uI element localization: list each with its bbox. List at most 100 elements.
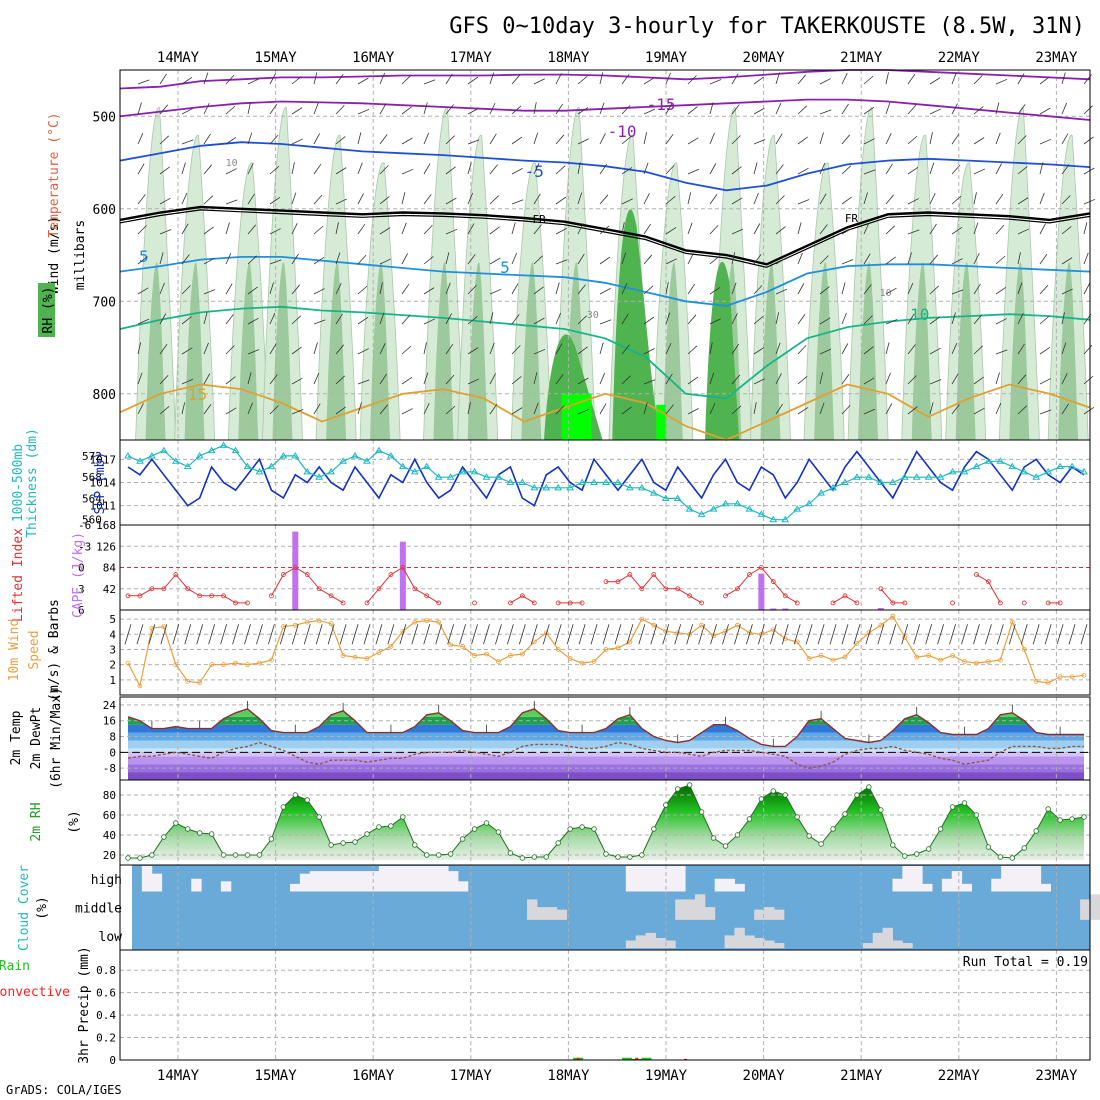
- surface-wind-barb: [327, 624, 335, 645]
- wind-barb: [291, 377, 303, 385]
- wind-barb: [665, 404, 674, 415]
- slp-tick-label: 1017: [90, 453, 117, 466]
- wind-barb: [467, 316, 478, 325]
- date-label-bottom: 21MAY: [840, 1068, 883, 1084]
- surface-wind-barb: [518, 624, 526, 645]
- temperature-band: [120, 697, 1090, 709]
- surface-wind-barb: [268, 624, 275, 645]
- date-label-bottom: 18MAY: [547, 1068, 590, 1084]
- wind-speed-marker: [974, 660, 979, 666]
- thickness-marker: [530, 483, 539, 491]
- date-label-bottom: 22MAY: [938, 1068, 981, 1084]
- slp-thickness-panel: 560 564 568 572 1011 1014 1017 1000-500mb Thickn…: [11, 428, 1090, 538]
- surface-wind-barb: [937, 624, 944, 645]
- wind-barb: [819, 162, 826, 175]
- cloud-cell-high: [220, 881, 232, 892]
- cloud-cell-high: [369, 871, 380, 892]
- thickness-marker: [554, 483, 563, 491]
- thickness-marker: [996, 457, 1005, 464]
- wind-barb: [709, 255, 720, 265]
- wind-barb: [841, 259, 854, 265]
- thickness-marker: [195, 451, 204, 459]
- rh-marker: [758, 796, 765, 802]
- wind-barb: [137, 102, 142, 115]
- wind-barb: [137, 372, 143, 385]
- temperature-tick-label: 24: [103, 699, 117, 712]
- wind-barb: [467, 108, 479, 115]
- date-label-top: 17MAY: [450, 50, 493, 66]
- rh-plume-mid: [1058, 262, 1079, 440]
- wind-barb: [203, 226, 214, 235]
- thickness-marker: [422, 462, 431, 470]
- wind-barb: [599, 319, 612, 325]
- rh-marker: [447, 851, 454, 857]
- rh-marker: [830, 826, 836, 832]
- rh-marker: [328, 842, 334, 848]
- wind-barb: [401, 253, 408, 265]
- wind-barb: [159, 166, 170, 175]
- wind-barb: [159, 229, 172, 235]
- wind-barb: [489, 164, 498, 175]
- wind-barb: [577, 377, 589, 385]
- rh-tick-label: 80: [103, 789, 116, 802]
- wind-barb: [467, 139, 480, 145]
- rh-marker: [495, 829, 502, 835]
- wind-speed-marker: [316, 618, 322, 624]
- wind-barb: [379, 227, 391, 235]
- wind-barb: [643, 132, 648, 145]
- rh-plume-mid: [184, 262, 205, 440]
- wind-speed-marker: [639, 616, 645, 622]
- wind-barb: [335, 167, 347, 175]
- wind-barb: [863, 346, 874, 355]
- surface-wind-barb: [291, 624, 299, 645]
- temperature-contour: [119, 383, 1091, 441]
- rh-marker: [997, 854, 1004, 860]
- wind-barb: [863, 138, 875, 145]
- cloud-cell-low: [744, 935, 755, 949]
- lifted-index-marker: [519, 593, 525, 599]
- slp-series-line: [127, 450, 1085, 507]
- wind-barb: [731, 343, 740, 355]
- lifted-index-marker: [782, 593, 788, 599]
- wind-barb: [247, 102, 251, 115]
- wind-barb: [841, 227, 853, 235]
- wind-barb: [401, 408, 413, 415]
- rh-marker: [710, 835, 717, 841]
- thickness-marker: [183, 462, 192, 470]
- surface-wind-barb: [662, 624, 670, 645]
- thickness-tick-label: 568: [82, 471, 102, 484]
- thickness-marker: [829, 483, 837, 491]
- wind-barb: [687, 283, 696, 295]
- wind-barb: [533, 162, 540, 175]
- wind-barb: [995, 402, 1002, 415]
- wind-barb: [1083, 283, 1090, 295]
- wind-barb: [863, 106, 875, 115]
- wind-barb: [929, 379, 942, 385]
- cloud-cell-high: [1020, 866, 1032, 892]
- wind-barb: [269, 103, 278, 115]
- cape-bar: [399, 541, 406, 610]
- wind-barb: [1039, 378, 1051, 385]
- wind-barb: [555, 405, 565, 415]
- wind-barb: [533, 193, 541, 205]
- wind-barb: [313, 163, 322, 175]
- wind-barb: [203, 195, 214, 205]
- cape-bar: [782, 608, 789, 610]
- wind-barb: [819, 255, 829, 265]
- cloud-cell-high: [339, 871, 350, 892]
- wind-barb: [687, 75, 697, 85]
- freezing-level-contour: [119, 209, 1091, 268]
- wind-barb: [951, 195, 962, 205]
- surface-wind-barb: [363, 624, 371, 645]
- wind-barb: [1061, 342, 1067, 355]
- thickness-marker: [912, 473, 921, 480]
- cloud-cell-middle: [754, 909, 765, 920]
- wind-barb: [665, 195, 676, 205]
- wind-speed-marker: [1057, 674, 1063, 680]
- wind-barb: [489, 257, 501, 265]
- wind-barb: [577, 315, 587, 325]
- thickness-marker: [410, 467, 419, 475]
- date-label-bottom: 23MAY: [1035, 1068, 1078, 1084]
- rh-marker: [412, 842, 418, 848]
- wind-barb: [709, 287, 721, 295]
